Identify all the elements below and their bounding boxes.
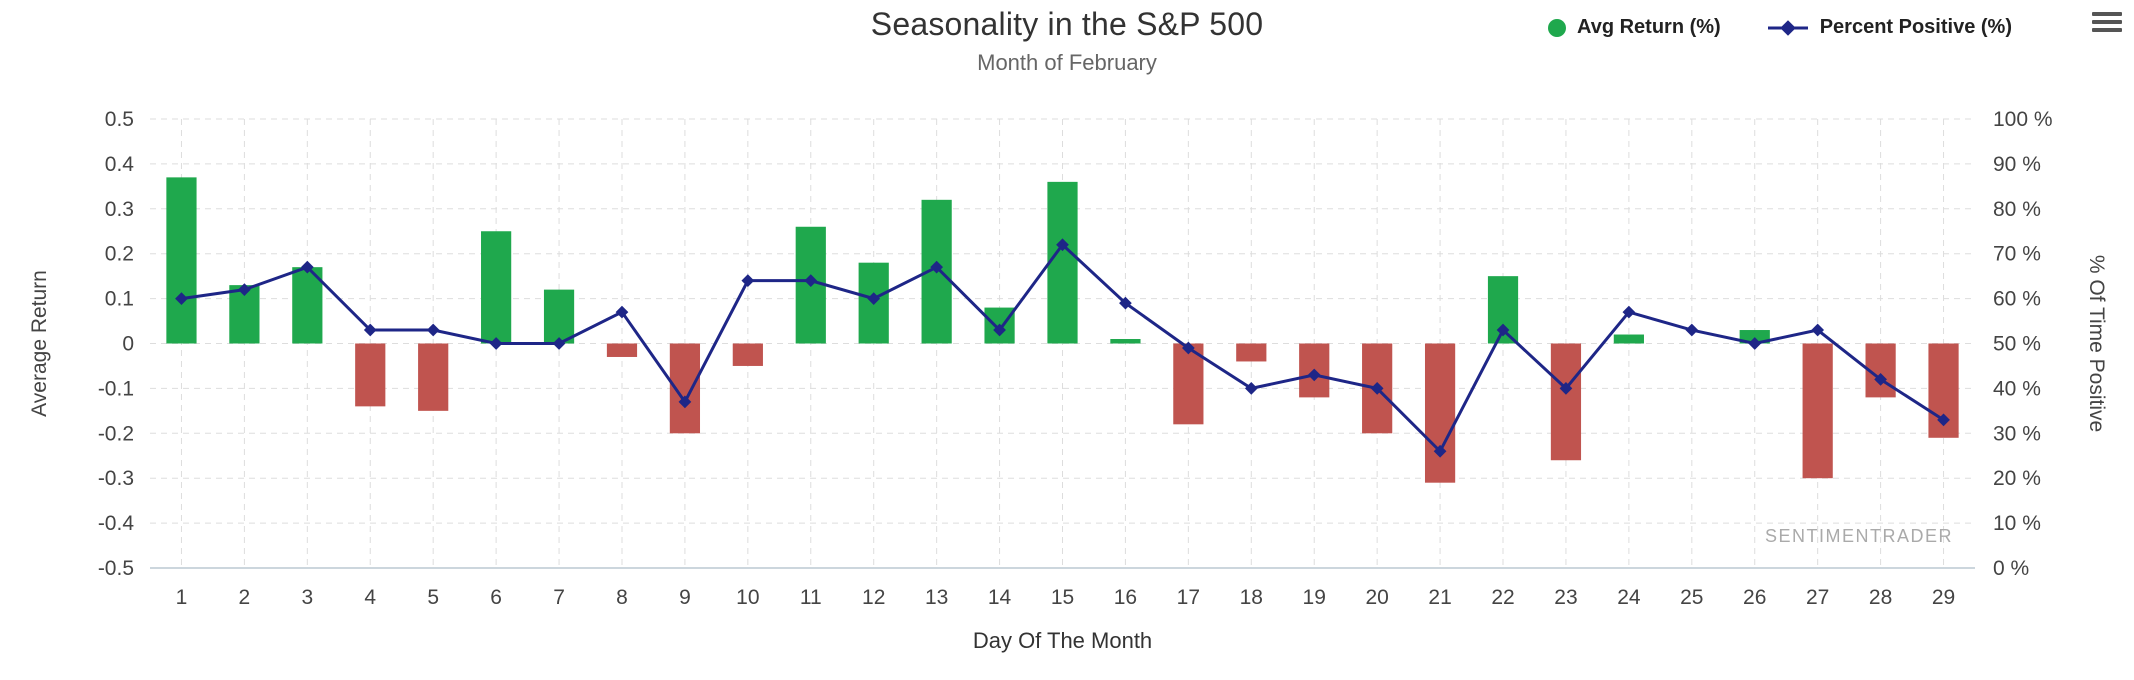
legend-item-percent-positive[interactable]: Percent Positive (%) [1767, 16, 2012, 39]
svg-text:19: 19 [1303, 586, 1326, 609]
bar-day-3 [292, 267, 323, 344]
bar-day-15 [1047, 181, 1078, 344]
svg-text:14: 14 [988, 586, 1012, 609]
svg-text:0.5: 0.5 [105, 108, 134, 131]
seasonality-chart: 0.50.40.30.20.10-0.1-0.2-0.3-0.4-0.5100 … [28, 108, 2108, 653]
svg-text:12: 12 [862, 586, 885, 609]
svg-text:100 %: 100 % [1993, 108, 2053, 131]
bar-day-4 [355, 343, 386, 407]
bar-day-18 [1236, 343, 1267, 362]
bar-day-17 [1173, 343, 1204, 425]
svg-text:25: 25 [1680, 586, 1703, 609]
hamburger-menu-icon[interactable] [2092, 12, 2122, 32]
percent-positive-marker-day-4 [363, 323, 377, 337]
legend-label-percent-positive: Percent Positive (%) [1819, 16, 2012, 38]
svg-text:13: 13 [925, 586, 948, 609]
svg-text:17: 17 [1177, 586, 1200, 609]
svg-text:0 %: 0 % [1993, 557, 2029, 580]
legend-label-avg-return: Avg Return (%) [1577, 16, 1721, 38]
svg-text:20 %: 20 % [1993, 467, 2041, 490]
avg-return-circle-icon [1548, 18, 1566, 37]
y-right-tick-labels: 100 % 90 % 80 % 70 % 60 % 50 % 40 % 30 % 20 % 10 … [1993, 108, 2053, 580]
svg-text:21: 21 [1428, 586, 1451, 609]
svg-text:26: 26 [1743, 586, 1766, 609]
svg-text:22: 22 [1491, 586, 1514, 609]
y-left-tick-labels: 0.5 0.4 0.3 0.2 0.1 0 -0.1 -0.2 -0.3 -0.4 -0.5 [98, 108, 135, 580]
svg-text:4: 4 [364, 586, 376, 609]
legend: Avg Return (%) Percent Positive (%) [1548, 16, 2012, 39]
svg-text:23: 23 [1554, 586, 1577, 609]
svg-text:27: 27 [1806, 586, 1829, 609]
chart-header: Seasonality in the S&P 500 Avg Return (%… [0, 0, 2134, 50]
svg-text:-0.3: -0.3 [98, 467, 134, 490]
bar-day-24 [1613, 334, 1644, 344]
svg-text:15: 15 [1051, 586, 1074, 609]
bar-day-23 [1550, 343, 1582, 461]
svg-text:18: 18 [1240, 586, 1263, 609]
legend-item-avg-return[interactable]: Avg Return (%) [1548, 16, 1721, 39]
percent-positive-diamond-line-icon [1767, 19, 1809, 36]
svg-text:-0.1: -0.1 [98, 377, 134, 400]
bar-day-1 [166, 177, 197, 344]
svg-text:0: 0 [122, 333, 134, 356]
svg-text:10: 10 [736, 586, 759, 609]
svg-text:1: 1 [176, 586, 188, 609]
svg-text:9: 9 [679, 586, 691, 609]
percent-positive-marker-day-2 [238, 283, 251, 296]
chart-title: Seasonality in the S&P 500 [870, 6, 1264, 42]
svg-text:90 %: 90 % [1993, 153, 2041, 176]
svg-text:-0.4: -0.4 [98, 512, 135, 535]
svg-text:24: 24 [1617, 586, 1641, 609]
chart-subtitle: Month of February [977, 50, 1157, 75]
svg-text:-0.5: -0.5 [98, 557, 134, 580]
percent-positive-marker-day-10 [741, 274, 755, 288]
svg-text:2: 2 [239, 586, 251, 609]
svg-text:20: 20 [1365, 586, 1388, 609]
sentimentrader-watermark: SENTIMENTRADER [1765, 526, 1953, 546]
svg-text:60 %: 60 % [1993, 288, 2041, 311]
percent-positive-marker-day-1 [175, 292, 188, 305]
svg-text:70 %: 70 % [1993, 243, 2041, 266]
svg-text:7: 7 [553, 586, 565, 609]
bar-day-16 [1110, 339, 1141, 344]
svg-text:50 %: 50 % [1993, 333, 2041, 356]
bar-day-27 [1802, 343, 1833, 479]
svg-text:40 %: 40 % [1993, 377, 2041, 400]
svg-text:80 %: 80 % [1993, 198, 2041, 221]
y-left-axis-title: Average Return [28, 270, 51, 417]
svg-text:0.3: 0.3 [105, 198, 134, 221]
svg-text:28: 28 [1869, 586, 1892, 609]
svg-text:8: 8 [616, 586, 628, 609]
bar-day-21 [1424, 343, 1456, 483]
svg-text:0.2: 0.2 [105, 243, 134, 266]
bar-day-8 [606, 343, 638, 357]
svg-text:10 %: 10 % [1993, 512, 2041, 535]
svg-text:0.4: 0.4 [105, 153, 135, 176]
svg-text:11: 11 [800, 586, 822, 609]
svg-text:3: 3 [301, 586, 313, 609]
bar-day-26 [1739, 330, 1770, 344]
svg-text:6: 6 [490, 586, 502, 609]
svg-text:16: 16 [1114, 586, 1137, 609]
svg-text:30 %: 30 % [1993, 422, 2041, 445]
percent-positive-marker-day-6 [489, 337, 503, 350]
svg-text:-0.2: -0.2 [98, 422, 134, 445]
bar-day-5 [418, 343, 449, 411]
percent-positive-marker-day-5 [426, 323, 440, 337]
x-tick-labels: 1 2 3 4 5 6 7 8 9 10 11 12 13 14 15 16 17 18 19 20 21 22 23 24 2… [176, 586, 1956, 609]
percent-positive-marker-day-25 [1685, 323, 1699, 337]
svg-text:5: 5 [427, 586, 439, 609]
svg-text:29: 29 [1932, 586, 1955, 609]
svg-text:0.1: 0.1 [105, 288, 134, 311]
bar-day-10 [732, 343, 763, 366]
x-axis-title: Day Of The Month [973, 628, 1152, 653]
bar-day-6 [481, 231, 512, 344]
y-right-axis-title: % Of Time Positive [2085, 255, 2108, 432]
bar-day-7 [543, 289, 575, 344]
